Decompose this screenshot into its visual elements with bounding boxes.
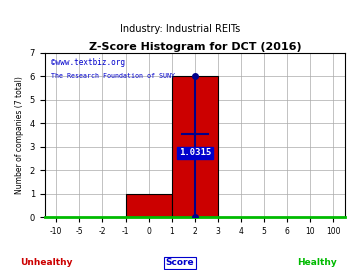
Bar: [126, 194, 172, 217]
Title: Z-Score Histogram for DCT (2016): Z-Score Histogram for DCT (2016): [89, 42, 301, 52]
Text: 1.0315: 1.0315: [179, 148, 211, 157]
Y-axis label: Number of companies (7 total): Number of companies (7 total): [15, 76, 24, 194]
Text: Healthy: Healthy: [297, 258, 337, 267]
Text: The Research Foundation of SUNY: The Research Foundation of SUNY: [51, 73, 175, 79]
Text: Industry: Industrial REITs: Industry: Industrial REITs: [120, 24, 240, 34]
Text: Unhealthy: Unhealthy: [21, 258, 73, 267]
Text: Score: Score: [166, 258, 194, 267]
Text: ©www.textbiz.org: ©www.textbiz.org: [51, 58, 125, 67]
Bar: [172, 76, 218, 217]
